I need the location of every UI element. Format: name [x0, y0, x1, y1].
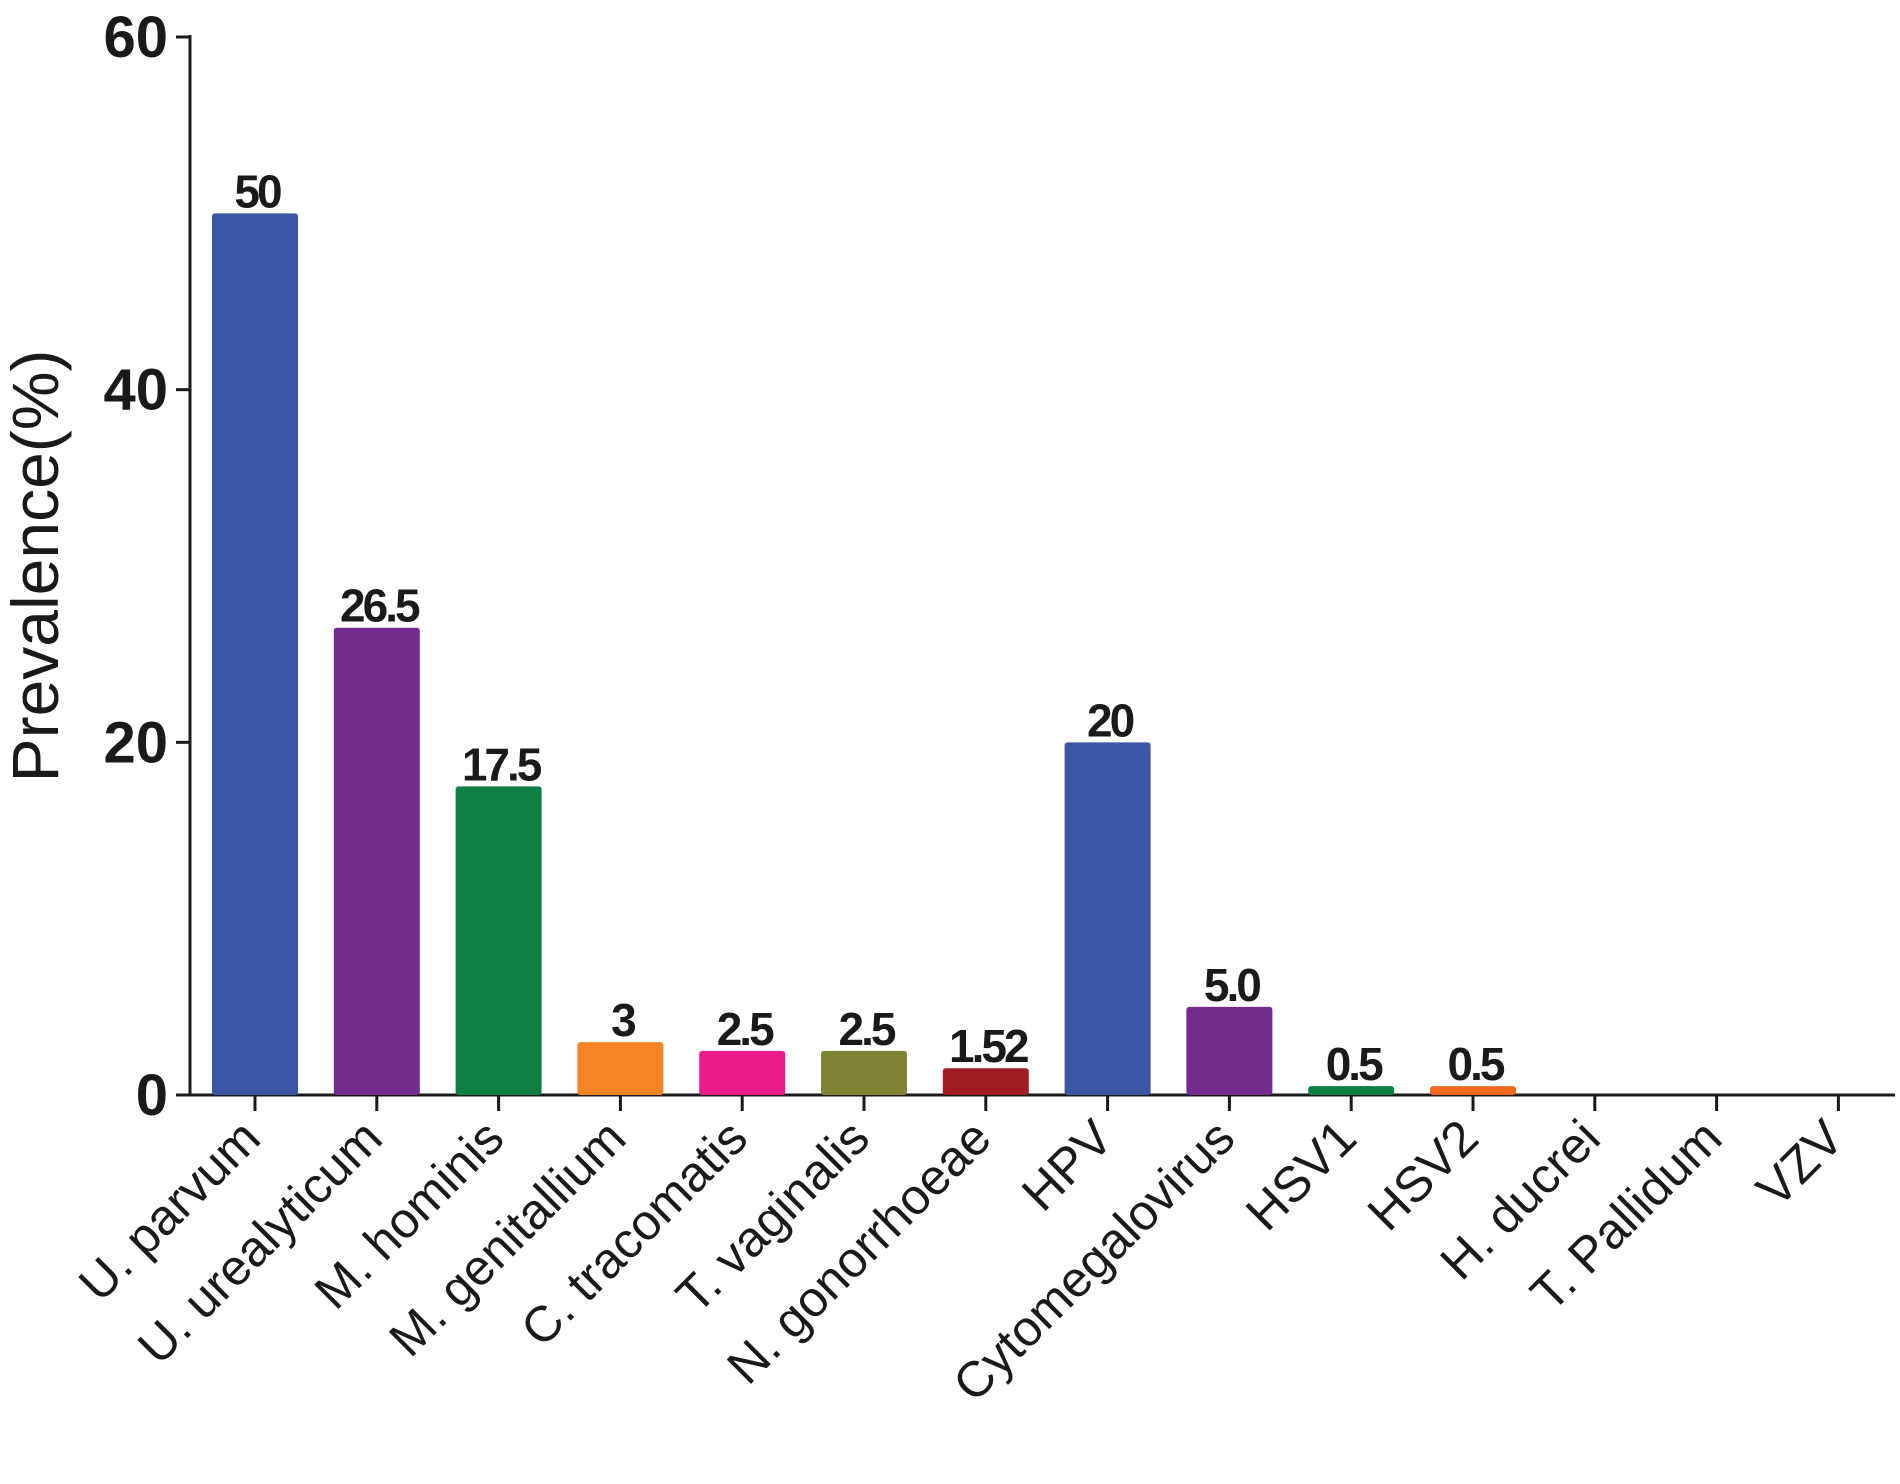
y-tick-label: 0: [136, 1063, 168, 1128]
bar: [699, 1050, 786, 1095]
bar: [1064, 742, 1151, 1095]
bar: [942, 1068, 1029, 1095]
y-tick-label: 40: [103, 358, 168, 423]
data-label: 5.0: [1204, 959, 1260, 1011]
bar: [333, 627, 420, 1095]
data-label: 20: [1087, 694, 1134, 746]
data-label: 26.5: [340, 580, 420, 632]
data-label: 2.5: [839, 1003, 896, 1055]
bar: [821, 1050, 907, 1095]
bar: [1186, 1006, 1273, 1095]
x-tick-label: HSV1: [1235, 1109, 1367, 1241]
bar: [1308, 1086, 1395, 1095]
data-label: 17.5: [462, 738, 542, 790]
data-label: 0.5: [1448, 1038, 1505, 1090]
data-label: 0.5: [1326, 1038, 1383, 1090]
x-tick-label: VZV: [1746, 1109, 1855, 1218]
bars: [212, 213, 1516, 1096]
y-tick-label: 20: [103, 710, 168, 775]
data-labels: 50 26.5 17.5 3 2.5 2.5 1.52 20 5.0 0.5 0.5: [234, 165, 1507, 1090]
data-label: 50: [234, 165, 281, 217]
x-tick-label: HPV: [1011, 1109, 1124, 1222]
bar: [212, 213, 298, 1096]
bar: [1430, 1086, 1516, 1095]
bar: [577, 1042, 664, 1095]
y-tick-label: 60: [103, 5, 168, 70]
bar: [455, 786, 542, 1095]
y-axis-title: Prevalence(%): [0, 350, 72, 783]
data-label: 3: [611, 994, 635, 1046]
data-label: 2.5: [717, 1003, 774, 1055]
y-axis: 0 20 40 60: [103, 5, 192, 1128]
data-label: 1.52: [949, 1020, 1028, 1072]
